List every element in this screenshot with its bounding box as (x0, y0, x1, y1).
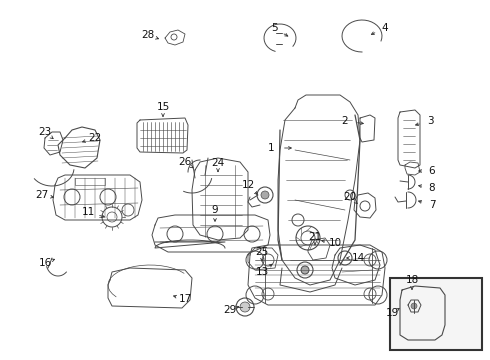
Text: 11: 11 (81, 207, 95, 217)
Text: 15: 15 (156, 102, 170, 112)
Text: 13: 13 (255, 267, 269, 277)
Text: 5: 5 (270, 23, 277, 33)
Text: 3: 3 (427, 116, 433, 126)
Circle shape (261, 191, 269, 199)
Text: 7: 7 (429, 200, 435, 210)
Text: 9: 9 (212, 205, 219, 215)
Text: 4: 4 (382, 23, 388, 33)
Circle shape (301, 266, 309, 274)
Text: 22: 22 (88, 133, 101, 143)
Text: 18: 18 (405, 275, 418, 285)
Bar (390, 278, 482, 350)
Text: 21: 21 (308, 232, 321, 242)
Circle shape (411, 303, 417, 309)
Text: 1: 1 (268, 143, 274, 153)
Circle shape (240, 302, 250, 312)
Text: 10: 10 (328, 238, 342, 248)
Text: 26: 26 (178, 157, 192, 167)
Text: 29: 29 (223, 305, 237, 315)
Text: 14: 14 (351, 253, 365, 263)
Text: 6: 6 (429, 166, 435, 176)
Text: 28: 28 (142, 30, 155, 40)
Text: 19: 19 (385, 308, 399, 318)
Text: 12: 12 (242, 180, 255, 190)
Text: 16: 16 (38, 258, 51, 268)
Text: 17: 17 (178, 294, 192, 304)
Text: 25: 25 (255, 247, 269, 257)
Text: 27: 27 (35, 190, 49, 200)
Text: 8: 8 (429, 183, 435, 193)
Text: 2: 2 (342, 116, 348, 126)
Text: 20: 20 (343, 192, 357, 202)
Text: 24: 24 (211, 158, 224, 168)
Text: 23: 23 (38, 127, 51, 137)
